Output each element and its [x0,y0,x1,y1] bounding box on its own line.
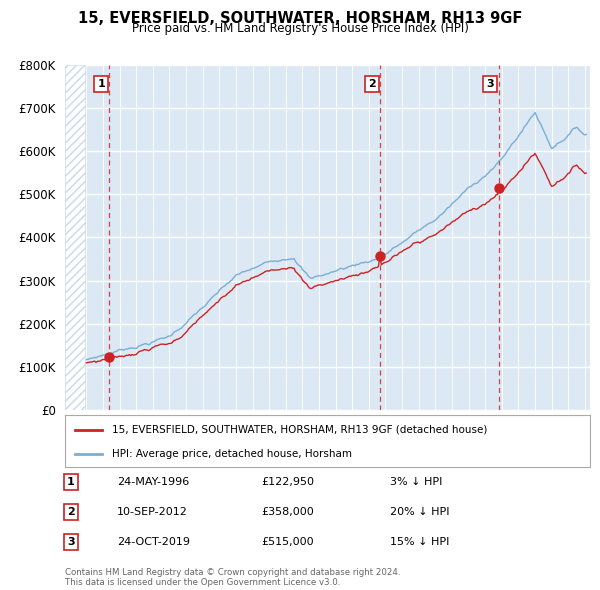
Text: 15% ↓ HPI: 15% ↓ HPI [390,537,449,547]
Text: 3: 3 [487,79,494,89]
Text: 2: 2 [368,79,376,89]
Text: 15, EVERSFIELD, SOUTHWATER, HORSHAM, RH13 9GF (detached house): 15, EVERSFIELD, SOUTHWATER, HORSHAM, RH1… [112,425,487,435]
Text: 20% ↓ HPI: 20% ↓ HPI [390,507,449,517]
Text: 1: 1 [67,477,74,487]
Text: Price paid vs. HM Land Registry's House Price Index (HPI): Price paid vs. HM Land Registry's House … [131,22,469,35]
Text: Contains HM Land Registry data © Crown copyright and database right 2024.: Contains HM Land Registry data © Crown c… [65,568,400,577]
Text: 3: 3 [67,537,74,547]
Text: 3% ↓ HPI: 3% ↓ HPI [390,477,442,487]
Text: £515,000: £515,000 [261,537,314,547]
Text: 24-OCT-2019: 24-OCT-2019 [117,537,190,547]
Text: 1: 1 [97,79,105,89]
Text: 10-SEP-2012: 10-SEP-2012 [117,507,188,517]
Text: HPI: Average price, detached house, Horsham: HPI: Average price, detached house, Hors… [112,450,352,459]
Text: £122,950: £122,950 [261,477,314,487]
Text: This data is licensed under the Open Government Licence v3.0.: This data is licensed under the Open Gov… [65,578,340,587]
Text: 2: 2 [67,507,74,517]
Text: 24-MAY-1996: 24-MAY-1996 [117,477,189,487]
Text: 15, EVERSFIELD, SOUTHWATER, HORSHAM, RH13 9GF: 15, EVERSFIELD, SOUTHWATER, HORSHAM, RH1… [78,11,522,25]
Text: £358,000: £358,000 [261,507,314,517]
